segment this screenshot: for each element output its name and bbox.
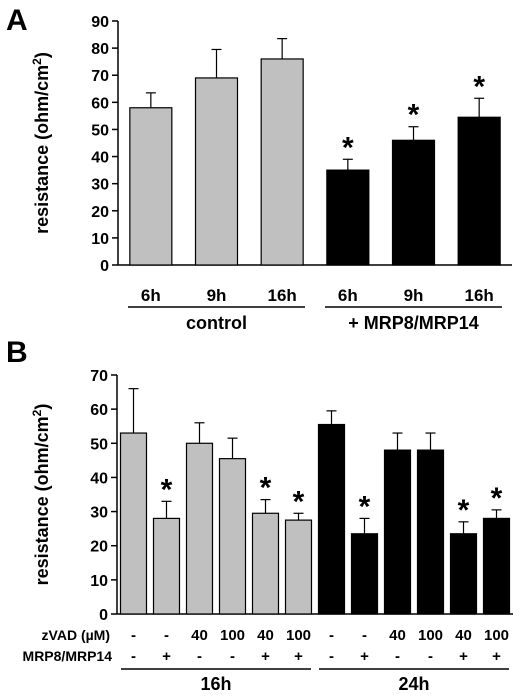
chart-panel-a: 0 10 20 30 40 50 60 70 80 90 resistance (ohm/cm2) *… [30, 14, 512, 333]
row-value: 100 [418, 627, 443, 644]
y-tick-label: 20 [91, 204, 109, 221]
row-value: - [230, 648, 235, 665]
x-tick-label: 6h [338, 286, 358, 305]
bar [194, 77, 239, 266]
y-axis-label-close: ) [32, 52, 52, 58]
row-value: - [197, 648, 202, 665]
row-value: - [131, 627, 136, 644]
row-value: 40 [257, 627, 274, 644]
y-tick-label: 30 [90, 505, 108, 522]
significance-star: * [458, 494, 470, 527]
significance-star: * [161, 473, 173, 506]
bar [416, 449, 445, 615]
row-value: 100 [220, 627, 245, 644]
significance-star: * [491, 482, 503, 515]
bar [218, 458, 247, 615]
y-tick-label: 70 [90, 368, 108, 385]
row-value: 100 [484, 627, 509, 644]
row-value: 40 [191, 627, 208, 644]
chart-panel-b: 0 10 20 30 40 50 60 70 resistance (ohm/cm2) * * * * *… [23, 368, 513, 694]
row-value: + [492, 648, 501, 665]
y-tick-label: 70 [91, 68, 109, 85]
group-label: 24h [398, 674, 429, 694]
y-axis-label-text: resistance (ohm/cm [32, 416, 52, 585]
row-value: - [362, 627, 367, 644]
y-tick-label: 0 [100, 258, 109, 275]
row-value: - [164, 627, 169, 644]
panel-a-label: A [6, 4, 28, 37]
bar [391, 139, 436, 266]
bar [449, 533, 478, 615]
y-axis-label-superscript: 2 [30, 58, 44, 65]
group-label: control [186, 313, 247, 333]
y-axis-label-close: ) [32, 404, 52, 410]
row-value: + [360, 648, 369, 665]
y-axis-label-text: resistance (ohm/cm [32, 65, 52, 234]
row-value: - [329, 627, 334, 644]
significance-star: * [359, 490, 371, 523]
y-tick-label: 30 [91, 177, 109, 194]
bar [129, 107, 173, 266]
row-value: - [395, 648, 400, 665]
y-tick-label: 40 [90, 470, 108, 487]
y-tick-label: 10 [91, 231, 109, 248]
row-value: - [428, 648, 433, 665]
row-value: + [294, 648, 303, 665]
significance-star: * [473, 70, 485, 103]
x-tick-label: 9h [207, 286, 227, 305]
row-value: 100 [286, 627, 311, 644]
bar [185, 442, 214, 615]
y-tick-label: 40 [91, 150, 109, 167]
row-value: - [329, 648, 334, 665]
significance-star: * [408, 99, 420, 132]
y-axis-label-superscript: 2 [30, 409, 44, 416]
y-tick-label: 80 [91, 41, 109, 58]
y-tick-label: 60 [90, 402, 108, 419]
row-label: MRP8/MRP14 [23, 648, 113, 664]
significance-star: * [260, 472, 272, 505]
group-label: 16h [200, 674, 231, 694]
group-label: + MRP8/MRP14 [348, 313, 479, 333]
row-label: zVAD (µM) [42, 627, 110, 643]
bar [482, 517, 511, 615]
bar [119, 432, 148, 615]
bar [260, 58, 304, 266]
bar [326, 169, 370, 266]
y-tick-label: 60 [91, 95, 109, 112]
x-tick-label: 9h [404, 286, 424, 305]
row-value: 40 [455, 627, 472, 644]
bar [152, 517, 181, 615]
y-tick-label: 10 [90, 573, 108, 590]
bar [251, 512, 280, 615]
y-tick-label: 0 [99, 607, 108, 624]
y-axis-label: resistance (ohm/cm2) [30, 404, 52, 586]
bar [457, 116, 501, 266]
y-axis-label: resistance (ohm/cm2) [30, 52, 52, 234]
bar [317, 423, 346, 615]
y-tick-label: 20 [90, 539, 108, 556]
significance-star: * [342, 131, 354, 164]
x-tick-label: 6h [141, 286, 161, 305]
row-value: + [162, 648, 171, 665]
x-tick-label: 16h [465, 286, 494, 305]
y-tick-label: 90 [91, 14, 109, 31]
bar [350, 533, 379, 615]
y-tick-label: 50 [91, 122, 109, 139]
bar [383, 449, 412, 615]
row-value: - [131, 648, 136, 665]
y-tick-label: 50 [90, 436, 108, 453]
panel-b-label: B [6, 336, 28, 369]
significance-star: * [293, 485, 305, 518]
bar [284, 519, 313, 615]
row-value: 40 [389, 627, 406, 644]
row-value: + [459, 648, 468, 665]
row-value: + [261, 648, 270, 665]
x-tick-label: 16h [268, 286, 297, 305]
